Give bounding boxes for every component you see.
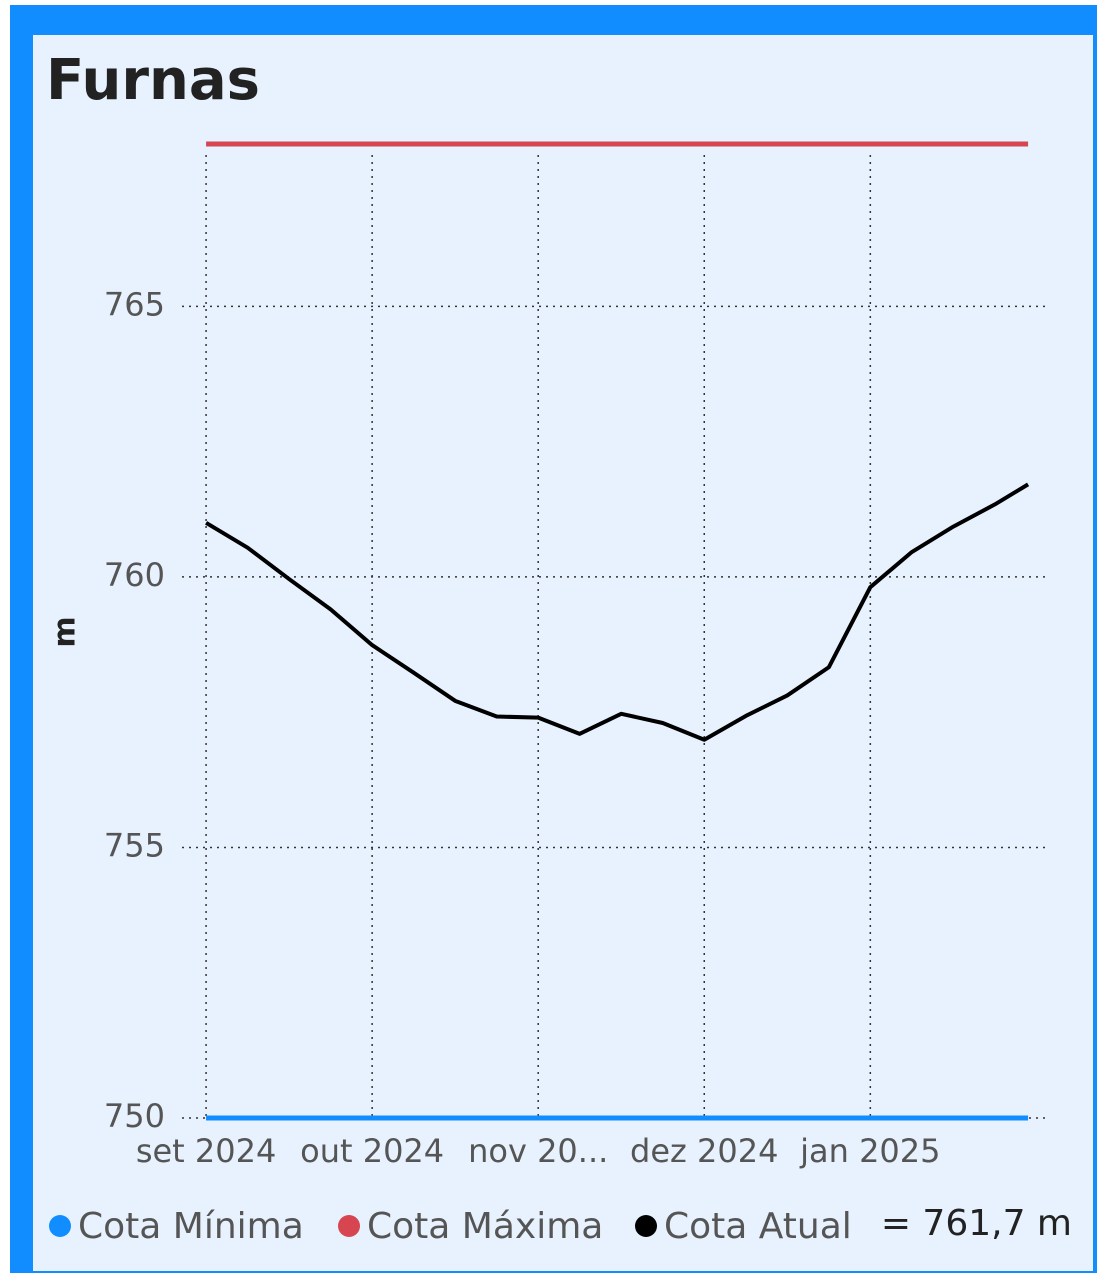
legend-marker [635, 1215, 657, 1237]
annotation: = 761,7 m [881, 1203, 1072, 1244]
legend-marker [49, 1215, 71, 1237]
y-axis-label: m [48, 616, 83, 647]
legend-label: Cota Máxima [367, 1206, 603, 1247]
x-tick-label: nov 20... [468, 1132, 608, 1170]
y-tick-label: 755 [104, 826, 165, 864]
chart-title: Furnas [46, 48, 260, 113]
y-tick-label: 765 [104, 285, 165, 323]
legend-label: Cota Mínima [78, 1206, 304, 1247]
panel [33, 35, 1093, 1271]
x-tick-label: set 2024 [136, 1132, 277, 1170]
x-tick-label: jan 2025 [799, 1132, 940, 1170]
legend-marker [338, 1215, 360, 1237]
y-tick-label: 750 [104, 1097, 165, 1135]
x-tick-label: dez 2024 [630, 1132, 778, 1170]
y-tick-label: 760 [104, 556, 165, 594]
legend-label: Cota Atual [664, 1206, 852, 1247]
series-line [205, 482, 1030, 742]
x-tick-label: out 2024 [300, 1132, 444, 1170]
